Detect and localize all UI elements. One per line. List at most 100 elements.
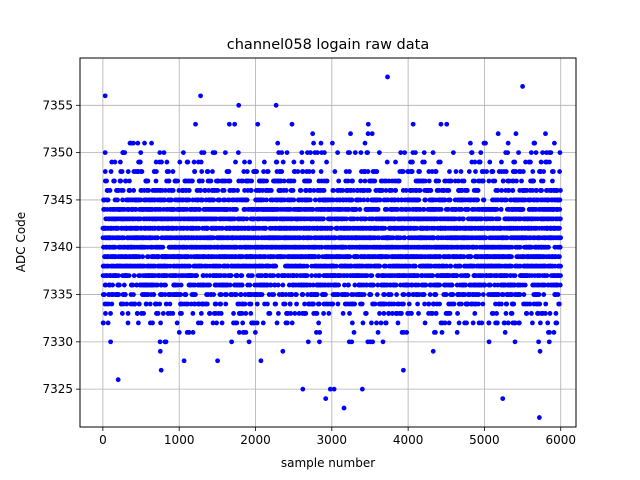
data-point xyxy=(279,169,285,174)
data-point xyxy=(101,320,106,326)
data-point xyxy=(456,320,462,326)
data-point xyxy=(291,159,297,165)
data-point xyxy=(409,169,415,174)
data-point xyxy=(461,254,467,260)
data-point xyxy=(400,367,406,373)
data-point xyxy=(465,301,471,307)
data-point xyxy=(417,169,422,174)
data-point xyxy=(204,273,210,279)
data-point xyxy=(234,320,240,326)
data-point xyxy=(174,320,180,326)
data-point xyxy=(176,329,182,335)
data-point xyxy=(191,159,197,165)
data-point xyxy=(211,292,217,297)
data-point xyxy=(380,339,386,345)
data-point xyxy=(422,320,428,326)
data-point xyxy=(254,301,260,307)
data-point xyxy=(362,140,368,146)
data-point xyxy=(437,254,443,260)
data-point xyxy=(132,301,138,307)
data-point xyxy=(421,206,427,212)
data-point xyxy=(178,292,184,297)
data-point xyxy=(163,339,169,345)
data-point xyxy=(349,197,355,203)
data-point xyxy=(268,188,274,193)
data-point xyxy=(351,188,356,193)
data-point xyxy=(308,188,313,193)
data-point xyxy=(365,131,371,137)
data-point xyxy=(314,311,320,316)
data-point xyxy=(478,150,484,156)
data-point xyxy=(444,121,450,127)
data-point xyxy=(222,150,228,156)
data-point xyxy=(365,121,371,127)
data-point xyxy=(198,188,204,193)
data-point xyxy=(391,301,397,307)
data-point xyxy=(109,301,115,307)
data-point xyxy=(102,169,108,174)
data-point xyxy=(365,150,371,156)
data-point xyxy=(190,329,196,335)
data-point xyxy=(261,169,266,174)
data-point xyxy=(340,188,346,193)
data-point xyxy=(369,131,375,137)
data-point xyxy=(421,292,427,297)
data-point xyxy=(101,292,107,297)
data-point xyxy=(276,311,281,316)
data-point xyxy=(163,282,168,288)
data-point xyxy=(137,159,143,165)
data-point xyxy=(294,292,299,297)
data-point xyxy=(296,311,302,316)
data-point xyxy=(398,235,403,241)
data-point xyxy=(468,254,474,260)
data-point xyxy=(258,358,264,364)
data-point xyxy=(150,320,155,326)
data-point xyxy=(309,273,314,279)
data-point xyxy=(340,311,346,316)
data-point xyxy=(116,292,122,297)
data-point xyxy=(199,169,205,174)
data-point xyxy=(347,150,352,156)
data-point xyxy=(242,159,247,165)
data-point xyxy=(205,225,210,231)
data-point xyxy=(118,178,123,184)
data-point xyxy=(403,188,409,193)
data-point xyxy=(312,197,318,203)
data-point xyxy=(447,311,453,316)
data-point xyxy=(359,301,365,307)
data-point xyxy=(169,197,174,203)
data-point xyxy=(235,150,241,156)
data-point xyxy=(190,178,195,184)
data-point xyxy=(314,150,320,156)
data-point xyxy=(348,131,353,137)
data-point xyxy=(218,311,224,316)
data-point xyxy=(318,140,324,146)
data-point xyxy=(104,178,109,184)
data-point xyxy=(336,282,342,288)
data-point xyxy=(375,329,381,335)
data-point xyxy=(273,301,279,307)
data-point xyxy=(210,320,216,326)
data-point xyxy=(380,188,385,193)
data-point xyxy=(433,311,439,316)
data-point xyxy=(430,348,436,354)
data-point xyxy=(433,169,439,174)
data-point xyxy=(324,159,329,165)
data-point xyxy=(242,301,248,307)
data-point xyxy=(330,197,336,203)
data-point xyxy=(469,150,475,156)
data-point xyxy=(157,301,163,307)
data-point xyxy=(215,188,221,193)
data-point xyxy=(384,159,390,165)
data-point xyxy=(166,178,172,184)
data-point xyxy=(260,320,266,326)
data-point xyxy=(476,292,482,297)
data-point xyxy=(231,311,236,316)
data-point xyxy=(321,311,326,316)
data-point xyxy=(160,244,166,250)
data-point xyxy=(352,301,358,307)
data-point xyxy=(317,329,323,335)
data-point xyxy=(280,282,286,288)
data-point xyxy=(331,188,336,193)
